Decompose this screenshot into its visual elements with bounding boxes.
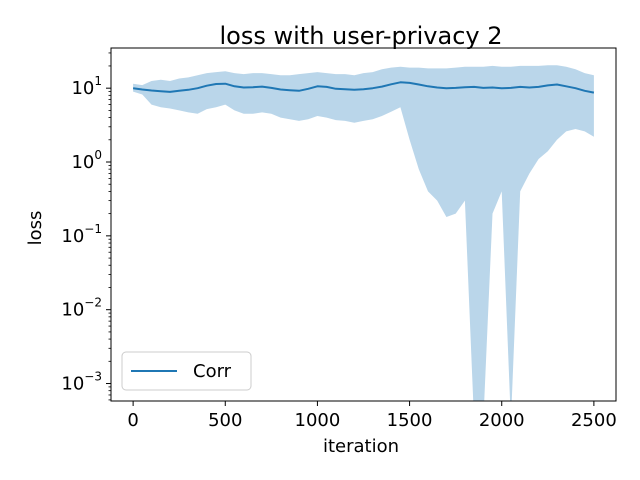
x-tick-label: 0 (127, 410, 138, 431)
x-tick-label: 2500 (571, 410, 617, 431)
confidence-band-corr (133, 65, 594, 401)
y-axis-label: loss (25, 211, 46, 246)
confidence-band-layer (133, 65, 594, 401)
x-axis-label: iteration (323, 436, 399, 457)
y-tick-label: 10−2 (61, 296, 102, 321)
y-tick-label: 101 (71, 74, 102, 99)
x-axis-ticks: 0 500 1000 1500 2000 2500 (127, 401, 617, 431)
series-line-corr (132, 81, 595, 94)
x-tick-label: 1500 (387, 410, 433, 431)
x-tick-label: 500 (208, 410, 242, 431)
y-tick-label: 10−3 (61, 370, 102, 395)
y-tick-label: 100 (71, 148, 102, 173)
plot-frame (110, 47, 617, 402)
legend-box (121, 351, 252, 391)
legend: Corr (121, 351, 252, 391)
plot-area (110, 47, 617, 402)
series-line-layer (132, 81, 595, 94)
chart-title: loss with user-privacy 2 (220, 22, 503, 50)
y-axis-ticks: 101 100 10−1 10−2 10−3 (61, 52, 111, 401)
y-tick-label: 10−1 (61, 222, 102, 247)
legend-label-corr: Corr (193, 361, 232, 382)
x-tick-label: 1000 (295, 410, 341, 431)
x-tick-label: 2000 (479, 410, 525, 431)
